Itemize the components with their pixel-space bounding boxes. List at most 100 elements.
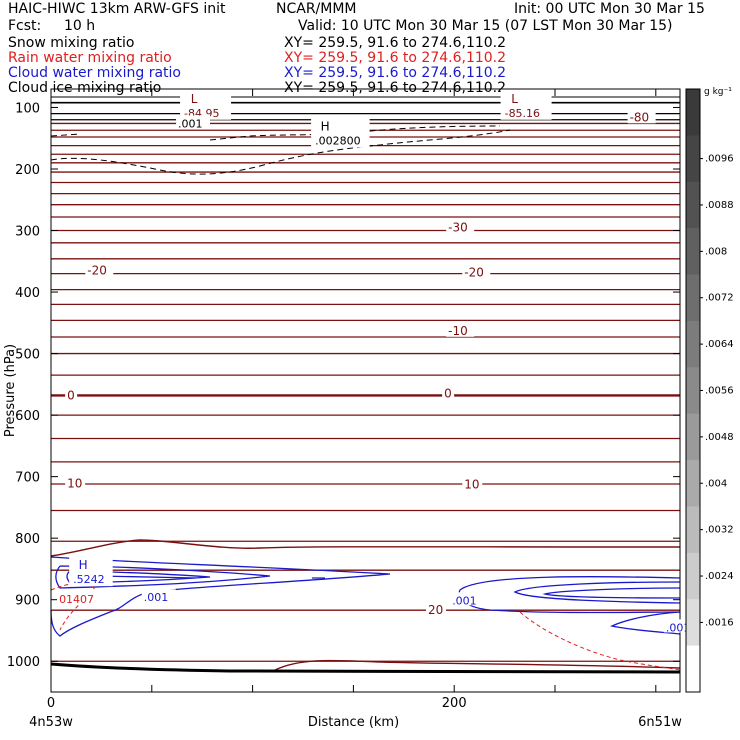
colorbar-swatch bbox=[686, 181, 700, 229]
field-label-bg bbox=[141, 589, 176, 603]
temp-label-bg bbox=[85, 262, 114, 277]
y-tick-label: 700 bbox=[15, 471, 40, 486]
cloud-contour-inner2 bbox=[66, 570, 211, 584]
field-label-bg bbox=[176, 115, 211, 129]
y-tick-label: 100 bbox=[15, 101, 40, 116]
colorbar-unit: g kg⁻¹ bbox=[704, 87, 732, 97]
field-ice-name: Cloud ice mixing ratio bbox=[8, 80, 162, 96]
temp-label-bg bbox=[446, 322, 475, 337]
cloud-contour-outer bbox=[50, 556, 391, 637]
colorbar-label: .0072 bbox=[705, 293, 734, 304]
colorbar-swatch bbox=[686, 645, 700, 693]
contour-labels: -80-30-20 -20-100 010 1020L-84.95L-85.16H.0… bbox=[57, 89, 698, 634]
valid-time: Valid: 10 UTC Mon 30 Mar 15 (07 LST Mon … bbox=[298, 18, 673, 34]
temp-label-bg bbox=[65, 387, 78, 402]
ice-contour bbox=[51, 96, 680, 104]
colorbar-label: .0088 bbox=[705, 200, 734, 211]
extremum-value: -85.16 bbox=[505, 107, 540, 120]
field-ice-xy: XY= 259.5, 91.6 to 274.6,110.2 bbox=[284, 80, 507, 96]
contour-lines bbox=[50, 96, 681, 674]
colorbar-label: .0048 bbox=[705, 432, 734, 443]
colorbar-label: .0064 bbox=[705, 339, 734, 350]
forecast-hour: 10 h bbox=[64, 18, 96, 34]
plot-frame bbox=[50, 88, 681, 693]
model-title: HAIC-HIWC 13km ARW-GFS init bbox=[8, 1, 226, 17]
y-tick-label: 400 bbox=[15, 286, 40, 301]
field-contour-label: .001 bbox=[666, 621, 691, 634]
colorbar-swatch bbox=[686, 320, 700, 368]
x-axis-title: Distance (km) bbox=[308, 715, 399, 730]
x-left-endpoint-label: 4n53w bbox=[29, 715, 73, 730]
temperature-label: 10 bbox=[67, 476, 82, 490]
cloud-contour-right-low bbox=[609, 611, 681, 635]
field-cloud-xy: XY= 259.5, 91.6 to 274.6,110.2 bbox=[284, 65, 507, 81]
field-snow-xy: XY= 259.5, 91.6 to 274.6,110.2 bbox=[284, 35, 507, 51]
field-contour-label: .001 bbox=[144, 591, 169, 604]
snow-contour bbox=[50, 125, 511, 175]
y-tick-label: 600 bbox=[15, 409, 40, 424]
extremum-bg bbox=[69, 556, 113, 587]
temp-label-bg bbox=[462, 264, 491, 279]
y-axis-title: Pressure (hPa) bbox=[3, 344, 18, 437]
temp-bottom-contour bbox=[274, 659, 681, 671]
temp-label-bg bbox=[446, 219, 475, 234]
temperature-label: -30 bbox=[448, 220, 468, 234]
temperature-label: 10 bbox=[464, 478, 479, 492]
extremum-symbol: L bbox=[511, 92, 518, 106]
organization: NCAR/MMM bbox=[276, 1, 357, 17]
field-label-bg bbox=[450, 592, 485, 606]
temp-label-bg bbox=[462, 476, 483, 491]
field-rain-xy: XY= 259.5, 91.6 to 274.6,110.2 bbox=[284, 50, 507, 66]
temperature-label: 20 bbox=[428, 603, 443, 617]
colorbar-swatch bbox=[686, 89, 700, 136]
temperature-label: -10 bbox=[448, 324, 468, 338]
x-tick-label: 0 bbox=[47, 696, 55, 711]
extremum-symbol: H bbox=[321, 119, 330, 133]
temperature-label: -20 bbox=[464, 265, 484, 279]
y-tick-label: 300 bbox=[15, 225, 40, 240]
field-rain-name: Rain water mixing ratio bbox=[8, 50, 172, 66]
field-contour-label: .001 bbox=[452, 594, 477, 607]
temp-label-bg bbox=[442, 385, 455, 400]
cloud-contour-inner1 bbox=[55, 565, 271, 589]
colorbar-label: .008 bbox=[705, 246, 727, 257]
colorbar-label: .004 bbox=[705, 478, 727, 489]
field-contour-label: .001 bbox=[178, 117, 203, 130]
field-label-bg bbox=[57, 591, 99, 605]
colorbar-label: .0056 bbox=[705, 386, 734, 397]
surface-line bbox=[50, 662, 681, 674]
colorbar-swatch bbox=[686, 460, 700, 507]
extremum-bg bbox=[180, 89, 232, 120]
forecast-label: Fcst: bbox=[8, 18, 42, 34]
extremum-symbol: L bbox=[191, 92, 198, 106]
init-time: Init: 00 UTC Mon 30 Mar 15 bbox=[514, 1, 705, 17]
x-tick-label: 200 bbox=[442, 696, 467, 711]
cloud-contour-right-inner bbox=[513, 581, 681, 604]
colorbar-label: .0032 bbox=[705, 525, 734, 536]
temperature-label: 0 bbox=[67, 388, 75, 402]
field-cloud-name: Cloud water mixing ratio bbox=[8, 65, 181, 81]
temperature-label: 0 bbox=[444, 387, 452, 401]
colorbar-swatch bbox=[686, 274, 700, 322]
extremum-value: .002800 bbox=[315, 134, 361, 147]
y-tick-label: 900 bbox=[15, 594, 40, 609]
colorbar-swatch bbox=[686, 506, 700, 554]
y-tick-label: 500 bbox=[15, 348, 40, 363]
y-tick-label: 800 bbox=[15, 532, 40, 547]
colorbar-swatch bbox=[686, 228, 700, 276]
field-snow-name: Snow mixing ratio bbox=[8, 35, 135, 51]
extremum-value: .5242 bbox=[73, 573, 105, 586]
colorbar-swatch bbox=[686, 552, 700, 600]
extremum-bg bbox=[500, 89, 552, 120]
colorbar-swatch bbox=[686, 367, 700, 415]
extremum-bg bbox=[311, 117, 370, 148]
colorbar-swatch bbox=[686, 599, 700, 647]
rain-contour bbox=[50, 582, 681, 671]
temp-label-bg bbox=[65, 475, 86, 490]
temp-label-bg bbox=[627, 109, 656, 124]
y-tick-label: 200 bbox=[15, 163, 40, 178]
temperature-label: -80 bbox=[630, 110, 650, 124]
field-contour-label: 01407 bbox=[59, 593, 94, 606]
